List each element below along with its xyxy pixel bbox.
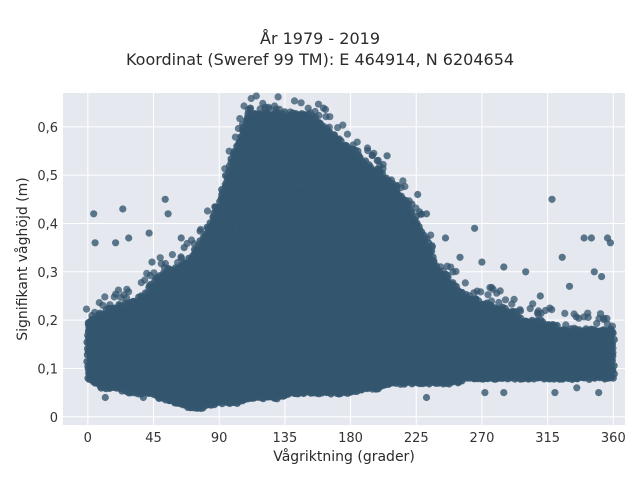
data-point [82,305,91,313]
data-point [101,293,109,301]
chart-subtitle: Koordinat (Sweref 99 TM): E 464914, N 62… [125,50,515,69]
data-point [290,97,299,105]
data-point [203,207,212,215]
data-point [168,251,176,259]
data-point [125,288,133,296]
data-point [114,286,122,294]
data-point [274,93,282,101]
data-point [156,254,164,262]
data-points [82,92,618,412]
chart-title: År 1979 - 2019 [260,29,380,48]
data-point [265,103,273,111]
data-point [141,276,149,284]
data-point [252,92,260,100]
